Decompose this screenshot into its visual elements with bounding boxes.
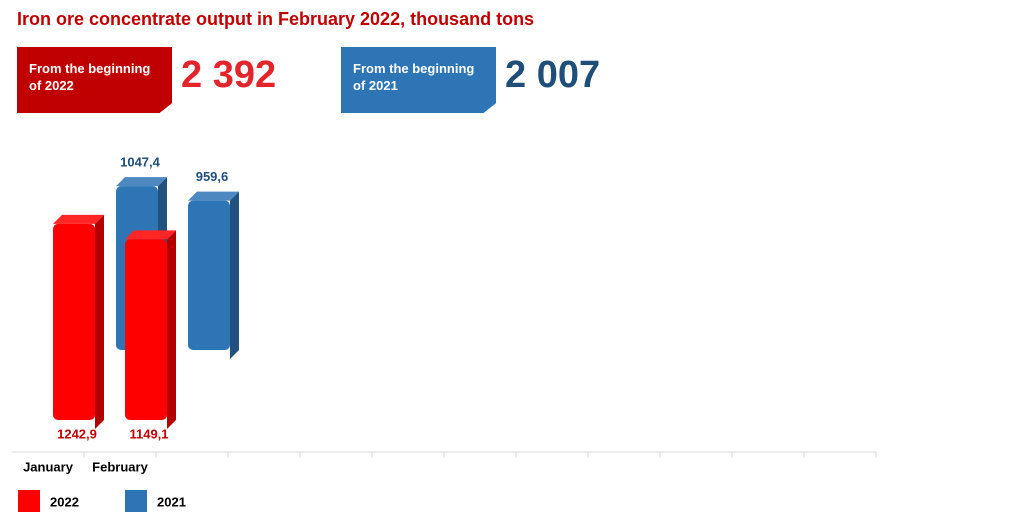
bar-side xyxy=(95,214,104,429)
bar-side xyxy=(167,230,176,429)
legend-label: 2022 xyxy=(50,494,79,509)
bar xyxy=(53,223,95,420)
summary-total: 2 007 xyxy=(505,54,601,96)
bar-side-shade xyxy=(95,214,104,429)
legend-swatch xyxy=(125,490,147,512)
value-label: 959,6 xyxy=(196,169,229,184)
bar-top-shade xyxy=(53,214,104,224)
bar xyxy=(125,239,167,420)
x-tick-label: January xyxy=(23,459,74,474)
x-tick-label: February xyxy=(92,459,148,474)
bar-top xyxy=(125,230,176,240)
legend-swatch xyxy=(18,490,40,512)
bar-top-shade xyxy=(188,191,239,201)
bar-side xyxy=(230,191,239,359)
bar-top-shade xyxy=(125,230,176,240)
bar-side-shade xyxy=(167,230,176,429)
value-label: 1149,1 xyxy=(129,426,168,441)
chart-title: Iron ore concentrate output in February … xyxy=(17,9,534,29)
bar-top-shade xyxy=(116,177,167,187)
summary-box: From the beginning of 2022 xyxy=(17,47,172,113)
summary-total: 2 392 xyxy=(181,54,277,96)
bar-top xyxy=(116,177,167,187)
legend-label: 2021 xyxy=(157,494,186,509)
bar-top xyxy=(188,191,239,201)
value-label: 1242,9 xyxy=(57,426,97,441)
value-label: 1047,4 xyxy=(120,155,161,170)
bar-top xyxy=(53,214,104,224)
bar-side-shade xyxy=(230,191,239,359)
summary-box: From the beginning of 2021 xyxy=(341,47,496,113)
bar xyxy=(188,200,230,350)
